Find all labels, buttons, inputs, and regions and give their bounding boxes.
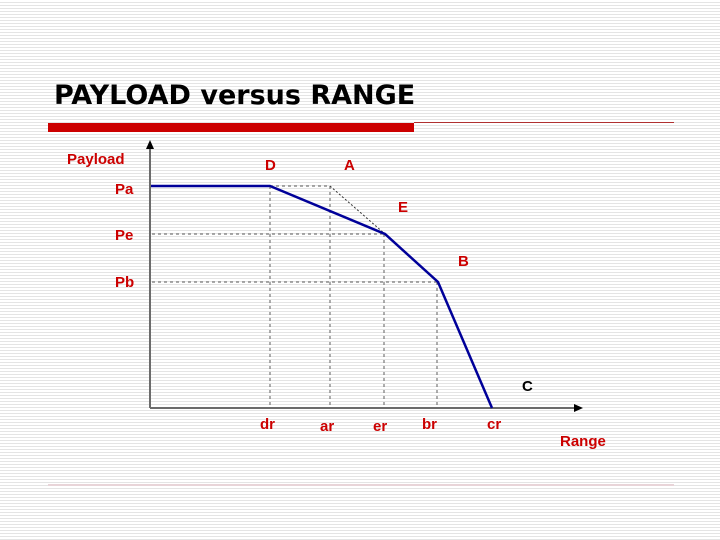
reference-line-a-e [329, 185, 386, 235]
point-label-e: E [398, 199, 408, 216]
x-tick-dr: dr [260, 416, 275, 433]
title-underline-bar [48, 123, 414, 132]
payload-range-curve [151, 184, 494, 409]
y-axis-arrow-icon [146, 140, 154, 149]
x-axis-arrow-icon [574, 404, 583, 412]
x-axis-label: Range [560, 433, 606, 450]
x-tick-er: er [373, 418, 387, 435]
footer-divider [48, 484, 674, 486]
guide-lines [152, 185, 438, 408]
y-axis-label: Payload [67, 151, 125, 168]
point-label-c: C [522, 378, 533, 395]
title-underline-thin [414, 122, 674, 123]
y-tick-pe: Pe [115, 227, 133, 244]
point-label-b: B [458, 253, 469, 270]
point-label-a: A [344, 157, 355, 174]
x-tick-cr: cr [487, 416, 501, 433]
x-tick-br: br [422, 416, 437, 433]
y-tick-pa: Pa [115, 181, 134, 198]
x-tick-ar: ar [320, 418, 334, 435]
slide-title: PAYLOAD versus RANGE [54, 80, 416, 111]
y-tick-pb: Pb [115, 274, 134, 291]
point-label-d: D [265, 157, 276, 174]
